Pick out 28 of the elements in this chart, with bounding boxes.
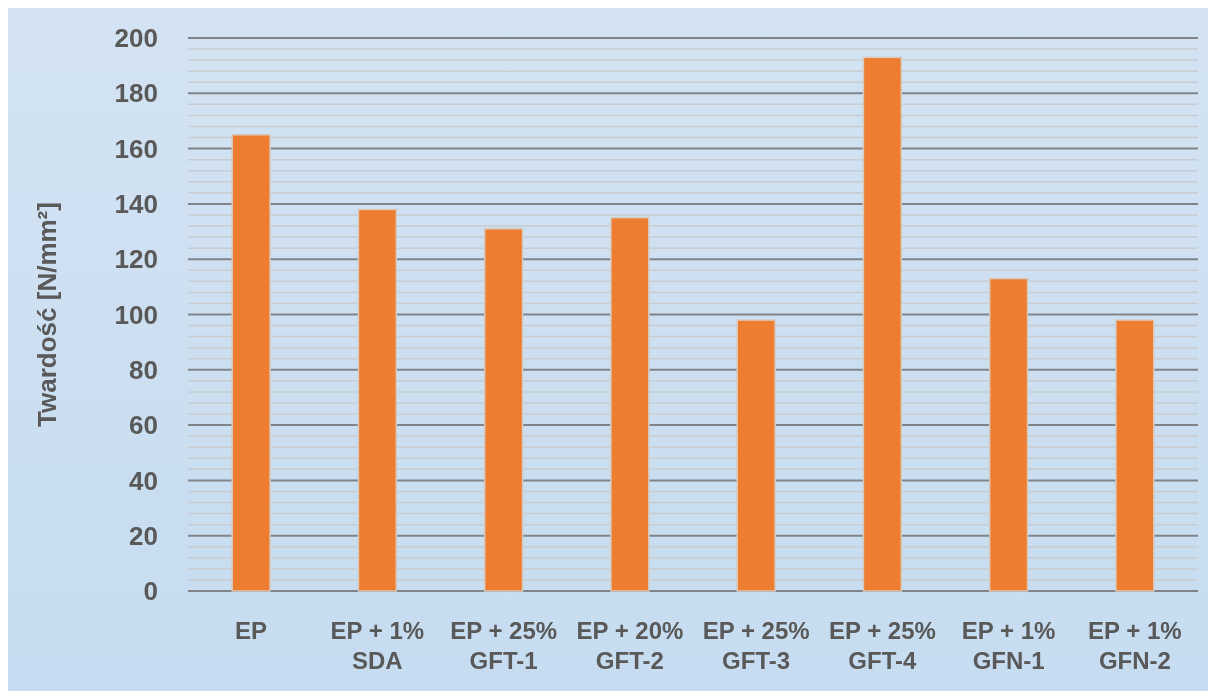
x-tick-label: EP + 25% GFT-4: [828, 617, 936, 674]
y-tick-label: 40: [129, 465, 158, 496]
x-tick-label: EP + 20% GFT-2: [576, 617, 684, 674]
x-tick-label: EP + 1% GFN-1: [961, 617, 1056, 674]
y-tick-label: 160: [114, 133, 158, 164]
bar: [862, 56, 903, 592]
x-tick-label: EP + 1% SDA: [330, 617, 425, 674]
y-tick-label: 100: [114, 299, 158, 330]
bar: [483, 228, 524, 592]
bar: [988, 277, 1029, 592]
y-tick-label: 120: [114, 244, 158, 275]
y-tick-label: 20: [129, 520, 158, 551]
y-axis-title: Twardość [N/mm²]: [32, 202, 62, 427]
bar: [1115, 319, 1155, 592]
bar: [357, 208, 398, 592]
y-tick-label: 80: [129, 354, 158, 385]
x-tick-label: EP: [235, 617, 268, 644]
bar: [736, 319, 776, 592]
x-tick-label: EP + 25% GFT-3: [702, 617, 810, 674]
y-tick-label: 60: [129, 410, 158, 441]
x-tick-label: EP + 1% GFN-2: [1088, 617, 1182, 674]
bar: [610, 216, 650, 592]
y-tick-label: 200: [114, 23, 158, 54]
y-tick-label: 140: [114, 189, 158, 219]
bar: [231, 134, 271, 592]
y-tick-label: 180: [114, 78, 158, 109]
y-tick-label: 0: [143, 576, 158, 607]
x-tick-label: EP + 25% GFT-1: [450, 617, 558, 674]
